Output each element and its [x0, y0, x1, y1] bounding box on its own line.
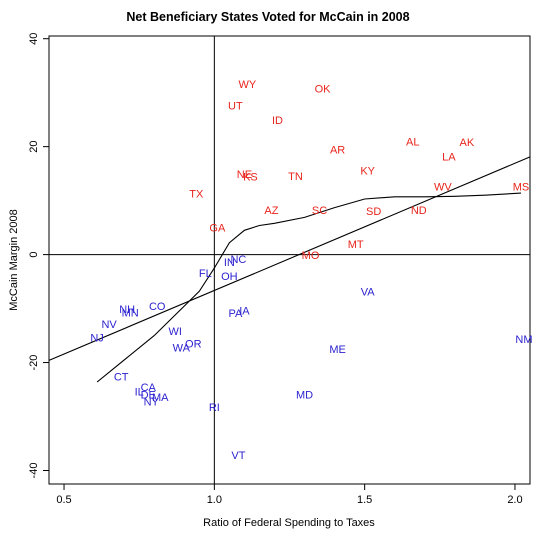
- state-label-ks: KS: [243, 171, 258, 183]
- state-label-nv: NV: [101, 319, 117, 331]
- state-label-ut: UT: [228, 101, 243, 113]
- state-label-fl: FL: [199, 268, 212, 280]
- state-label-ia: IA: [239, 306, 250, 318]
- state-label-ok: OK: [315, 83, 332, 95]
- state-label-nm: NM: [515, 334, 532, 346]
- state-label-al: AL: [406, 136, 419, 148]
- x-axis-label: Ratio of Federal Spending to Taxes: [203, 517, 375, 529]
- state-label-sd: SD: [366, 206, 381, 218]
- x-tick-label: 2.0: [507, 494, 522, 506]
- state-label-va: VA: [361, 286, 376, 298]
- state-label-wv: WV: [434, 182, 452, 194]
- state-label-az: AZ: [264, 205, 278, 217]
- plot-frame: [48, 35, 531, 485]
- state-label-mt: MT: [348, 239, 364, 251]
- state-label-ms: MS: [513, 182, 530, 194]
- chart-title: Net Beneficiary States Voted for McCain …: [126, 10, 409, 24]
- y-tick-label: 0: [28, 252, 40, 258]
- state-label-nc: NC: [230, 254, 246, 266]
- state-label-nh: NH: [119, 304, 135, 316]
- state-label-ky: KY: [360, 165, 375, 177]
- y-tick-label: 40: [28, 33, 40, 45]
- state-label-tn: TN: [288, 171, 303, 183]
- y-tick-label: -40: [28, 463, 40, 479]
- x-tick-label: 1.5: [357, 494, 372, 506]
- state-label-wy: WY: [239, 79, 257, 91]
- state-label-ak: AK: [460, 137, 475, 149]
- state-label-ny: NY: [144, 396, 160, 408]
- fit-lines: [48, 156, 531, 383]
- state-label-id: ID: [272, 115, 283, 127]
- state-label-nd: ND: [411, 205, 427, 217]
- state-label-mo: MO: [302, 250, 320, 262]
- state-label-ar: AR: [330, 144, 345, 156]
- state-label-md: MD: [296, 389, 313, 401]
- x-tick-label: 0.5: [56, 494, 71, 506]
- state-label-oh: OH: [221, 271, 238, 283]
- x-tick-label: 1.0: [207, 494, 222, 506]
- state-label-ca: CA: [141, 382, 157, 394]
- state-label-vt: VT: [231, 450, 245, 462]
- linear-fit-line: [48, 156, 531, 361]
- state-label-ri: RI: [209, 402, 220, 414]
- state-label-tx: TX: [189, 189, 204, 201]
- y-tick-label: -20: [28, 355, 40, 371]
- state-label-in: IN: [224, 257, 235, 269]
- state-label-ma: MA: [152, 392, 169, 404]
- state-label-il: IL: [135, 387, 144, 399]
- reference-lines: [49, 36, 530, 484]
- x-axis: 0.5 1.0 1.5 2.0: [56, 484, 523, 506]
- state-label-ne: NE: [237, 169, 252, 181]
- y-tick-label: 20: [28, 141, 40, 153]
- state-label-co: CO: [149, 301, 166, 313]
- loess-line: [96, 192, 522, 383]
- state-label-mn: MN: [122, 307, 139, 319]
- state-label-wa: WA: [173, 342, 191, 354]
- state-label-sc: SC: [312, 205, 327, 217]
- state-label-ct: CT: [114, 372, 129, 384]
- state-label-pa: PA: [228, 308, 243, 320]
- state-label-wi: WI: [169, 326, 182, 338]
- state-label-nj: NJ: [90, 333, 103, 345]
- state-label-or: OR: [185, 339, 202, 351]
- y-axis-label: McCain Margin 2008: [8, 209, 20, 311]
- state-label-me: ME: [329, 344, 346, 356]
- state-label-de: DE: [141, 389, 156, 401]
- state-label-ga: GA: [209, 223, 226, 235]
- state-label-la: LA: [442, 151, 456, 163]
- y-axis: -40 -20 0 20 40: [28, 33, 49, 479]
